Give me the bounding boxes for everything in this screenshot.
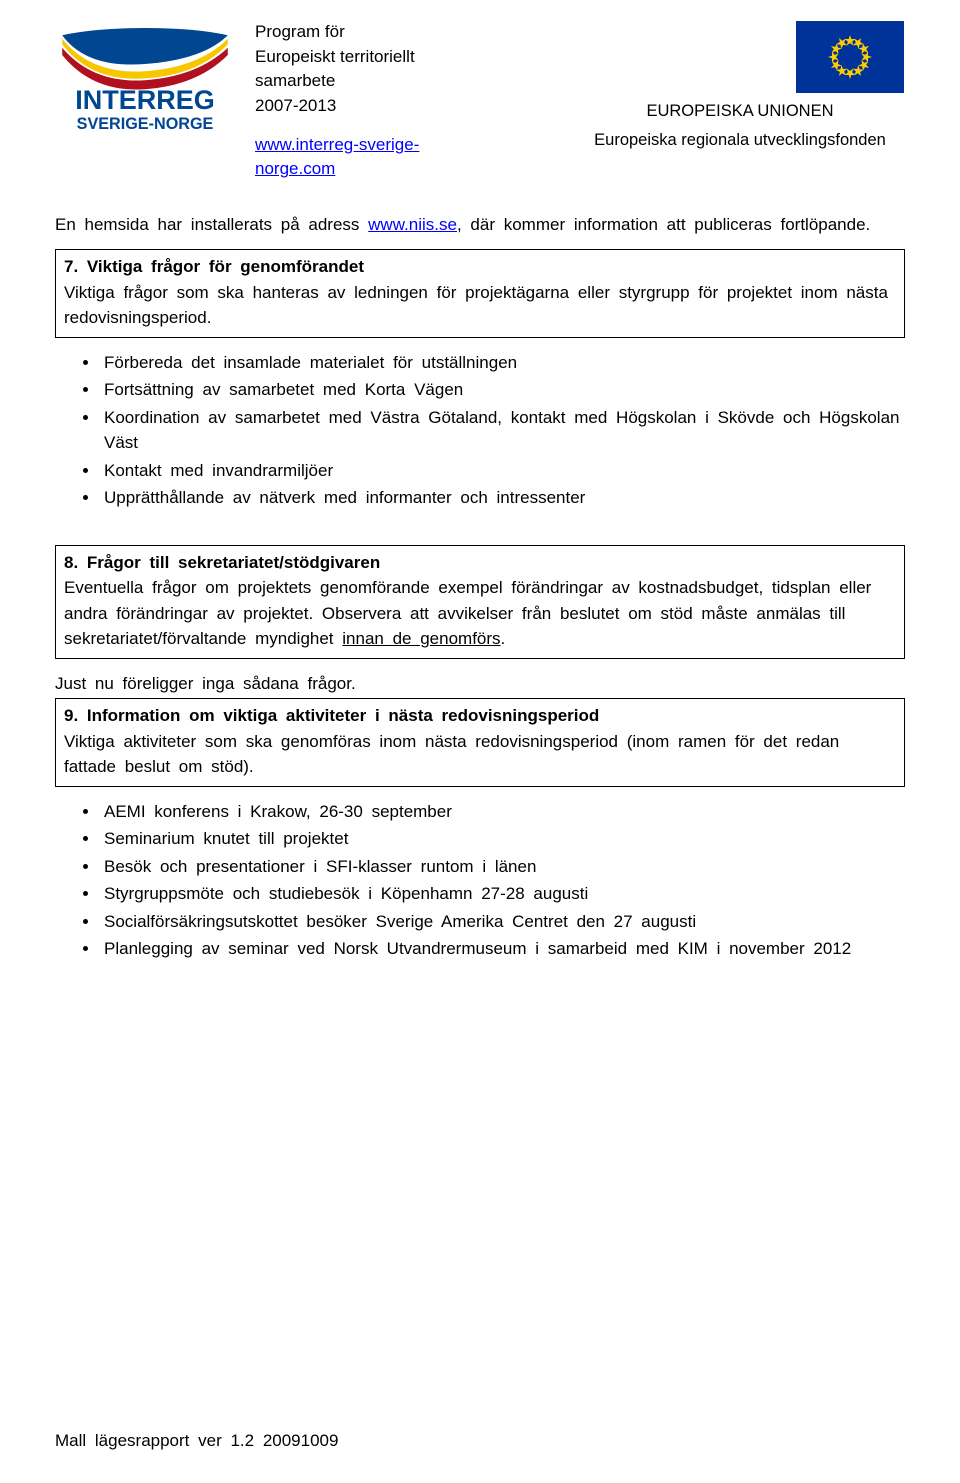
- program-text-block: Program för Europeiskt territoriellt sam…: [255, 20, 419, 182]
- section-8-body: Eventuella frågor om projektets genomför…: [64, 575, 896, 652]
- section-9-title: 9. Information om viktiga aktiviteter i …: [64, 703, 896, 729]
- intro-paragraph: En hemsida har installerats på adress ww…: [55, 212, 905, 238]
- interreg-url-link[interactable]: www.interreg-sverige-: [255, 135, 419, 154]
- section-8-underline: innan de genomförs: [342, 629, 500, 648]
- section-7-bullets: Förbereda det insamlade materialet för u…: [55, 350, 905, 511]
- page-footer: Mall lägesrapport ver 1.2 20091009: [55, 1428, 338, 1454]
- list-item: Fortsättning av samarbetet med Korta Väg…: [100, 377, 905, 403]
- section-7-box: 7. Viktiga frågor för genomförandet Vikt…: [55, 249, 905, 338]
- svg-text:INTERREG: INTERREG: [75, 85, 215, 115]
- eu-union-text: EUROPEISKA UNIONEN: [575, 100, 905, 123]
- list-item: Besök och presentationer i SFI-klasser r…: [100, 854, 905, 880]
- list-item: Planlegging av seminar ved Norsk Utvandr…: [100, 936, 905, 962]
- list-item: Koordination av samarbetet med Västra Gö…: [100, 405, 905, 456]
- list-item: Seminarium knutet till projektet: [100, 826, 905, 852]
- section-8-title: 8. Frågor till sekretariatet/stödgivaren: [64, 550, 896, 576]
- program-line: 2007-2013: [255, 94, 419, 119]
- program-line: Europeiskt territoriellt: [255, 45, 419, 70]
- list-item: Styrgruppsmöte och studiebesök i Köpenha…: [100, 881, 905, 907]
- list-item: Upprätthållande av nätverk med informant…: [100, 485, 905, 511]
- page-header: INTERREG SVERIGE-NORGE Program för Europ…: [55, 20, 905, 182]
- section-8-after: Just nu föreligger inga sådana frågor.: [55, 671, 905, 697]
- intro-text-2: , där kommer information att publiceras …: [457, 215, 870, 234]
- niis-link[interactable]: www.niis.se: [368, 215, 457, 234]
- section-9-body: Viktiga aktiviteter som ska genomföras i…: [64, 729, 896, 780]
- interreg-logo: INTERREG SVERIGE-NORGE: [55, 28, 235, 136]
- section-7-title: 7. Viktiga frågor för genomförandet: [64, 254, 896, 280]
- eu-flag-icon: [795, 20, 905, 94]
- interreg-url-link[interactable]: norge.com: [255, 159, 335, 178]
- program-line: Program för: [255, 20, 419, 45]
- eu-fund-text: Europeiska regionala utvecklingsfonden: [575, 129, 905, 152]
- intro-text-1: En hemsida har installerats på adress: [55, 215, 368, 234]
- program-line: samarbete: [255, 69, 419, 94]
- header-right-block: EUROPEISKA UNIONEN Europeiska regionala …: [575, 20, 905, 152]
- section-8-text-3: .: [501, 629, 506, 648]
- section-7-body: Viktiga frågor som ska hanteras av ledni…: [64, 280, 896, 331]
- section-9-bullets: AEMI konferens i Krakow, 26-30 september…: [55, 799, 905, 962]
- list-item: Kontakt med invandrarmiljöer: [100, 458, 905, 484]
- section-9-box: 9. Information om viktiga aktiviteter i …: [55, 698, 905, 787]
- list-item: Socialförsäkringsutskottet besöker Sveri…: [100, 909, 905, 935]
- header-left-block: INTERREG SVERIGE-NORGE Program för Europ…: [55, 20, 419, 182]
- list-item: Förbereda det insamlade materialet för u…: [100, 350, 905, 376]
- section-8-box: 8. Frågor till sekretariatet/stödgivaren…: [55, 545, 905, 659]
- list-item: AEMI konferens i Krakow, 26-30 september: [100, 799, 905, 825]
- svg-text:SVERIGE-NORGE: SVERIGE-NORGE: [77, 115, 214, 133]
